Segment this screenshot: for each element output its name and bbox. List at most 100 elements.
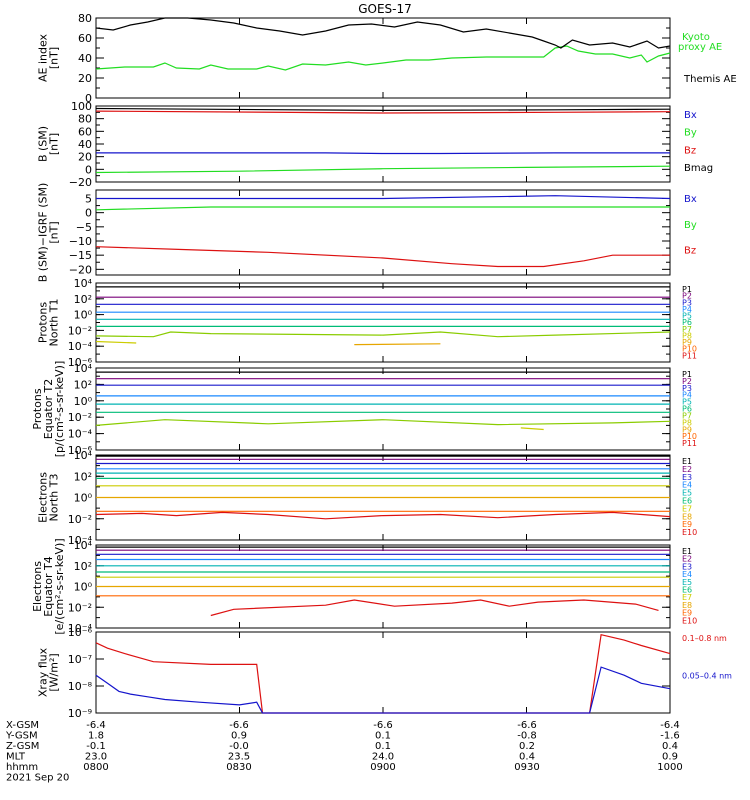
y-tick-label: 0: [85, 163, 92, 176]
legend-p7: P7: [682, 411, 692, 420]
axis-value: -0.0: [229, 741, 249, 752]
y-tick-label: 10²: [74, 378, 92, 391]
y-tick-label: 0: [85, 207, 92, 220]
y-tick-label: 10⁻⁴: [68, 428, 93, 441]
series-line-kyoto-proxy-ae: [95, 45, 671, 71]
axis-value: 0.4: [662, 741, 678, 752]
axis-value: -6.4: [86, 720, 106, 731]
legend-p4: P4: [682, 391, 692, 400]
y-tick-label: 60: [78, 125, 92, 138]
y-axis-title-line: Electrons: [37, 472, 50, 523]
legend-0.05–0.4 nm: 0.05–0.4 nm: [682, 672, 732, 681]
panel-bdiff: −20−15−10−505 B (SM)−IGRF (SM)[nT] Bx By Bz: [37, 183, 697, 283]
legend-e10: E10: [682, 528, 697, 537]
series-line-by: [95, 206, 670, 211]
legend-p11: P11: [682, 351, 697, 360]
legend-bx: Bx: [684, 110, 697, 121]
y-tick-label: 40: [78, 138, 92, 151]
y-tick-label: 100: [71, 100, 92, 113]
axis-value: 0.2: [519, 741, 535, 752]
y-axis-title-line: [e/(cm²-s-sr-keV)]: [53, 538, 66, 634]
y-tick-label: 10⁻⁴: [68, 340, 93, 353]
y-axis-title: B (SM)[nT]: [37, 126, 61, 162]
legend-by: By: [684, 128, 697, 139]
y-tick-label: 10⁻⁴: [68, 534, 93, 547]
panel-frame: [95, 17, 671, 99]
legend-0.1–0.8 nm: 0.1–0.8 nm: [682, 634, 727, 643]
y-axis-title-line: Protons: [37, 302, 50, 343]
axis-value: 0830: [226, 762, 251, 773]
y-tick-label: 10⁴: [74, 449, 93, 462]
legend-e1: E1: [682, 457, 692, 466]
y-tick-label: 10⁴: [74, 539, 93, 552]
axis-value: 1000: [657, 762, 682, 773]
y-tick-label: −20: [69, 263, 92, 276]
axis-value: 0.1: [375, 741, 391, 752]
y-tick-label: 10⁻²: [68, 411, 92, 424]
figure-title: GOES-17: [358, 2, 412, 16]
legend-e1: E1: [682, 547, 692, 556]
y-tick-label: 10⁻⁴: [68, 622, 93, 635]
legend-themis: Themis AE: [683, 74, 737, 85]
axis-value: 0800: [83, 762, 108, 773]
series-line-p8: [95, 340, 137, 344]
y-tick-label: 10⁻⁷: [68, 653, 92, 666]
series-line-p7: [95, 331, 671, 338]
y-axis-title-line: B (SM): [37, 126, 50, 162]
panel-frame: [95, 282, 671, 363]
y-tick-label: 10⁻⁶: [68, 626, 93, 639]
y-tick-label: 10⁻²: [68, 324, 92, 337]
legend-p5: P5: [682, 312, 692, 321]
series-line-p9: [354, 343, 441, 346]
y-axis-title-line: [nT]: [48, 221, 61, 243]
legend-p2: P2: [682, 292, 692, 301]
y-tick-label: 5: [85, 193, 92, 206]
axis-value: 24.0: [372, 752, 394, 763]
y-tick-label: 10⁴: [74, 277, 93, 290]
y-tick-label: 10⁻⁹: [68, 707, 92, 720]
legend-e9: E9: [682, 609, 692, 618]
y-axis-title-line: [nT]: [48, 47, 61, 69]
y-axis-title-line: AE index: [37, 33, 50, 82]
y-axis-title-line: Xray flux: [37, 647, 50, 697]
legend-bz: Bz: [684, 246, 696, 257]
y-axis-title: B (SM)−IGRF (SM)[nT]: [37, 183, 61, 283]
y-tick-label: 10⁻⁸: [68, 680, 93, 693]
series-line-bx: [96, 152, 670, 155]
legend-e2: E2: [682, 555, 692, 564]
legend-p11: P11: [682, 439, 697, 448]
axis-value: -1.6: [660, 731, 680, 742]
y-tick-label: 10²: [74, 470, 92, 483]
series-line-bx: [96, 195, 671, 200]
y-axis-title: Xray flux[W/m²]: [37, 647, 61, 697]
y-tick-label: 60: [78, 32, 92, 45]
row-label-mlt: MLT: [6, 752, 26, 763]
y-tick-label: 0: [85, 92, 92, 105]
legend-e5: E5: [682, 489, 692, 498]
series-line-p8: [520, 427, 544, 431]
y-tick-label: 80: [78, 113, 92, 126]
y-tick-label: 10⁻²: [68, 513, 92, 526]
y-tick-label: 10⁻²: [68, 601, 92, 614]
axis-value: 0.9: [231, 731, 247, 742]
panel-frame: [95, 189, 671, 276]
axis-value: 0.9: [662, 752, 678, 763]
legend-p10: P10: [682, 432, 697, 441]
series-line-0-05-0-4-nm: [95, 666, 671, 714]
y-axis-title-line: Equator T4: [42, 556, 55, 616]
legend-e4: E4: [682, 570, 692, 579]
series-line-themis-ae: [95, 17, 671, 49]
legend-p3: P3: [682, 298, 692, 307]
row-label-y-gsm: Y-GSM: [5, 731, 38, 742]
legend-e6: E6: [682, 586, 692, 595]
legend-e2: E2: [682, 465, 692, 474]
y-tick-label: 80: [78, 12, 92, 25]
legend-e10: E10: [682, 616, 697, 625]
